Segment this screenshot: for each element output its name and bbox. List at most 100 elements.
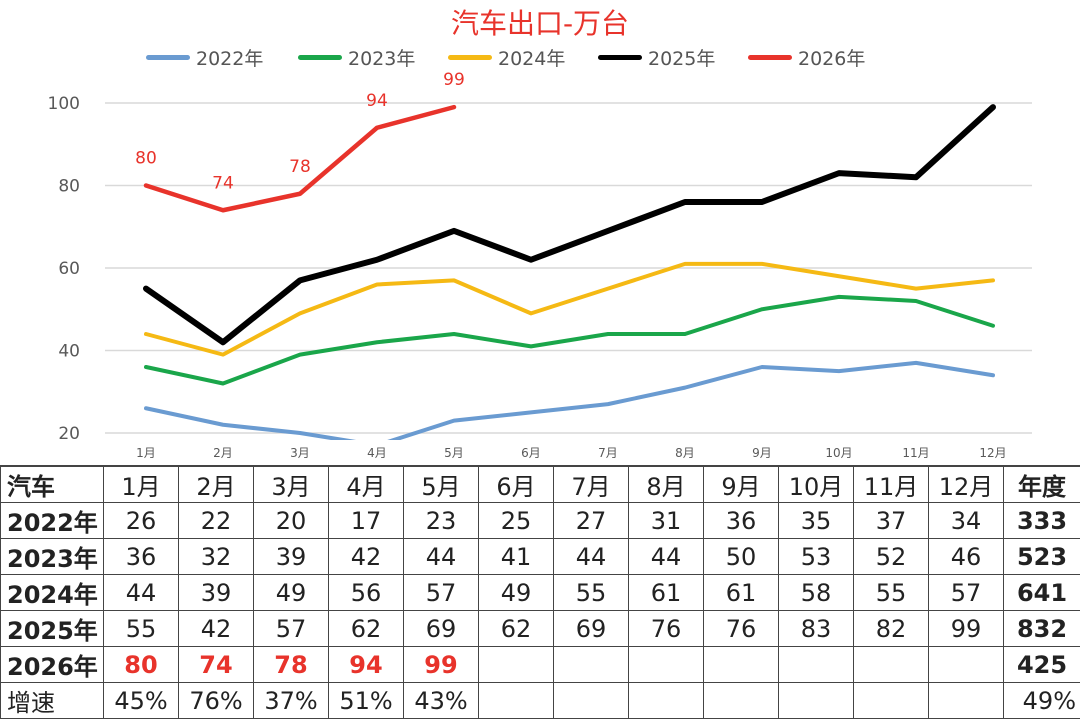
- series-line-1: [146, 297, 993, 384]
- table-cell: [929, 647, 1004, 683]
- table-cell: 56: [329, 575, 404, 611]
- y-tick-label: 60: [58, 259, 80, 279]
- x-tick-label: 11月: [902, 446, 929, 460]
- table-cell: 74: [179, 647, 254, 683]
- y-tick-label: 80: [58, 177, 80, 197]
- table-header-cell: 12月: [929, 466, 1004, 503]
- table-cell: 23: [404, 503, 479, 539]
- table-header-cell: 5月: [404, 466, 479, 503]
- table-cell: 27: [554, 503, 629, 539]
- x-tick-label: 12月: [979, 446, 1006, 460]
- x-tick-label: 9月: [752, 446, 772, 460]
- y-tick-label: 40: [58, 342, 80, 362]
- table-cell: 46: [929, 539, 1004, 575]
- table-cell: 42: [329, 539, 404, 575]
- table-total-cell: 832: [1004, 611, 1080, 647]
- table-cell: 42: [179, 611, 254, 647]
- table-cell: 26: [104, 503, 179, 539]
- table-cell: 44: [629, 539, 704, 575]
- legend-item-2023: 2023年: [298, 44, 415, 71]
- table-row-label: 2026年: [1, 647, 104, 683]
- table-cell: 44: [104, 575, 179, 611]
- table-cell: 99: [929, 611, 1004, 647]
- x-tick-label: 8月: [675, 446, 695, 460]
- table-cell: 61: [704, 575, 779, 611]
- table-cell: 31: [629, 503, 704, 539]
- table-cell: [629, 647, 704, 683]
- table-header-cell: 2月: [179, 466, 254, 503]
- y-tick-label: 100: [48, 94, 80, 114]
- table-cell: 20: [254, 503, 329, 539]
- table-cell: 99: [404, 647, 479, 683]
- table-cell: 52: [854, 539, 929, 575]
- table-header-cell: 8月: [629, 466, 704, 503]
- legend-item-2025: 2025年: [598, 44, 715, 71]
- table-cell: 17: [329, 503, 404, 539]
- y-tick-label: 20: [58, 424, 80, 444]
- table-cell: 76: [629, 611, 704, 647]
- table-cell: 76: [704, 611, 779, 647]
- table-cell: 36: [704, 503, 779, 539]
- table-cell: 50: [704, 539, 779, 575]
- table-row-label: 2022年: [1, 503, 104, 539]
- table-cell: 78: [254, 647, 329, 683]
- table-cell: 57: [929, 575, 1004, 611]
- x-tick-label: 7月: [598, 446, 618, 460]
- x-tick-label: 4月: [367, 446, 387, 460]
- legend-swatch-2026: [748, 55, 792, 60]
- table-cell: 44: [404, 539, 479, 575]
- table-cell: 83: [779, 611, 854, 647]
- table-total-cell: 425: [1004, 647, 1080, 683]
- table-cell: 53: [779, 539, 854, 575]
- series-line-3: [146, 107, 993, 342]
- table-cell: 94: [329, 647, 404, 683]
- table-cell: 57: [404, 575, 479, 611]
- table-header-cell: 7月: [554, 466, 629, 503]
- table-cell: 49: [479, 575, 554, 611]
- legend-swatch-2024: [448, 55, 492, 60]
- table-cell: [704, 647, 779, 683]
- gridlines: [105, 103, 1032, 433]
- table-cell: [854, 647, 929, 683]
- table-header-cell: 6月: [479, 466, 554, 503]
- table-cell: 82: [854, 611, 929, 647]
- table-cell: 49: [254, 575, 329, 611]
- legend-item-2024: 2024年: [448, 44, 565, 71]
- table-cell: 62: [329, 611, 404, 647]
- table-cell: 32: [179, 539, 254, 575]
- table-cell: 37: [854, 503, 929, 539]
- table-header-cell: 4月: [329, 466, 404, 503]
- table-cell: 39: [254, 539, 329, 575]
- table-cell: 34: [929, 503, 1004, 539]
- data-label: 74: [212, 173, 234, 193]
- chart-title: 汽车出口-万台: [0, 2, 1080, 42]
- x-tick-label: 5月: [444, 446, 464, 460]
- data-label: 94: [366, 91, 388, 111]
- table-header-cell: 9月: [704, 466, 779, 503]
- legend-swatch-2025: [598, 55, 642, 60]
- table-cell: 55: [104, 611, 179, 647]
- legend-label-2026: 2026年: [798, 44, 865, 71]
- legend-label-2023: 2023年: [348, 44, 415, 71]
- table-cell: [779, 647, 854, 683]
- table-cell: 55: [554, 575, 629, 611]
- table-row-label: 2025年: [1, 611, 104, 647]
- table-total-cell: 333: [1004, 503, 1080, 539]
- table-cell: 61: [629, 575, 704, 611]
- table-cell: 55: [854, 575, 929, 611]
- series-lines: [146, 107, 993, 445]
- table-cell: 58: [779, 575, 854, 611]
- table-header-cell: 3月: [254, 466, 329, 503]
- x-tick-label: 3月: [290, 446, 310, 460]
- table-header-cell: 年度: [1004, 466, 1080, 503]
- table-cell: 35: [779, 503, 854, 539]
- y-axis-ticks: 20 40 60 80 100: [48, 94, 80, 444]
- table-total-cell: 523: [1004, 539, 1080, 575]
- legend-label-2022: 2022年: [196, 44, 263, 71]
- table-cell: 25: [479, 503, 554, 539]
